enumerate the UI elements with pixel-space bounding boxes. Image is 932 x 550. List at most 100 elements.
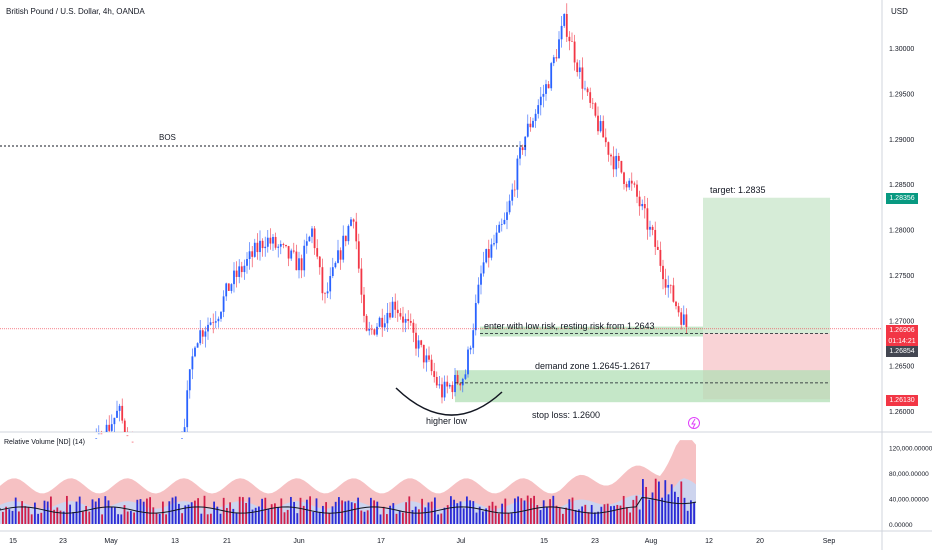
candle-body — [344, 235, 347, 242]
volume-bar — [165, 514, 167, 524]
candle-body — [370, 328, 373, 330]
volume-bar — [466, 496, 468, 524]
volume-bar — [200, 513, 203, 524]
volume-bar — [536, 505, 539, 524]
volume-bar — [485, 508, 487, 524]
candle-body — [222, 296, 225, 312]
candle-body — [363, 294, 365, 316]
candle-body — [675, 301, 677, 307]
candle-body — [659, 249, 662, 266]
volume-bar — [402, 512, 404, 524]
candle-body — [233, 270, 235, 285]
candle-body — [604, 137, 607, 143]
volume-bar — [510, 513, 513, 524]
candle-body — [586, 88, 589, 93]
volume-bar — [152, 507, 155, 524]
candle-body — [394, 301, 397, 310]
volume-bar — [533, 495, 535, 524]
x-tick-label: Sep — [823, 538, 836, 545]
candle-body — [568, 36, 571, 42]
candle-body — [472, 330, 475, 348]
volume-bar — [280, 498, 283, 524]
candle-body — [381, 317, 384, 328]
candle-body — [669, 284, 672, 286]
candle-body — [610, 154, 612, 157]
volume-bar — [578, 509, 580, 524]
candle-body — [209, 322, 212, 325]
candle-body — [511, 189, 514, 201]
candle-body — [485, 249, 488, 263]
candle-body — [368, 328, 371, 331]
candle-body — [305, 241, 308, 246]
candle-body — [638, 196, 641, 207]
volume-bar — [254, 507, 257, 524]
volume-bar — [642, 478, 644, 524]
candle-body — [482, 262, 485, 274]
candle-body — [225, 283, 228, 297]
volume-bar — [514, 498, 516, 524]
volume-bar — [238, 496, 241, 524]
candle-body — [378, 317, 381, 327]
volume-bar — [645, 486, 647, 524]
candle-body — [201, 330, 204, 337]
volume-bar — [424, 507, 427, 524]
y-tick-label: 1.26500 — [889, 364, 914, 371]
volume-bar — [373, 500, 375, 524]
volume-bar — [366, 510, 369, 524]
volume-bar — [229, 502, 231, 524]
volume-bar — [440, 513, 443, 524]
candle-body — [212, 322, 215, 323]
demand-label: demand zone 1.2645-1.2617 — [535, 361, 651, 371]
volume-bar — [354, 503, 356, 524]
candle-body — [547, 84, 550, 89]
candle-body — [430, 359, 433, 372]
candle-body — [643, 204, 646, 209]
y-tick-label: 1.30000 — [889, 46, 914, 53]
candle-body — [578, 67, 581, 73]
volume-bar — [258, 506, 260, 524]
volume-bar — [501, 503, 503, 524]
volume-bar — [421, 498, 423, 524]
candle-body — [519, 147, 521, 159]
volume-bar — [299, 497, 302, 524]
candle-body — [620, 160, 623, 173]
volume-bar — [251, 509, 254, 524]
volume-bar — [606, 503, 609, 524]
stop-loss-label: stop loss: 1.2600 — [532, 410, 601, 420]
candle-body — [503, 219, 506, 225]
candle-body — [373, 329, 376, 335]
volume-bar — [414, 506, 417, 524]
candle-body — [402, 316, 404, 323]
candle-body — [526, 123, 529, 137]
volume-bar — [555, 505, 558, 524]
volume-bar — [552, 495, 555, 524]
candle-body — [272, 236, 274, 244]
candle-body — [131, 441, 134, 443]
candle-body — [664, 279, 667, 288]
volume-bar — [507, 513, 510, 524]
enter-label: enter with low risk, resting risk from 1… — [484, 321, 655, 331]
volume-bar — [232, 508, 235, 524]
volume-bar — [658, 481, 660, 524]
volume-bar — [478, 506, 481, 524]
volume-bar — [242, 497, 244, 524]
lightning-icon[interactable] — [688, 417, 700, 429]
currency-label[interactable]: USD — [891, 7, 908, 16]
candle-body — [181, 438, 183, 439]
candle-body — [97, 433, 100, 435]
volume-bar — [392, 503, 395, 524]
x-tick-label: 17 — [377, 538, 385, 545]
candle-body — [651, 226, 654, 230]
candle-body — [116, 410, 118, 418]
candle-body — [329, 276, 332, 292]
candle-body — [493, 243, 495, 245]
candle-body — [321, 267, 324, 294]
volume-bar — [110, 506, 113, 524]
volume-bar — [654, 478, 657, 524]
volume-bar — [78, 496, 81, 524]
candle-body — [287, 246, 290, 259]
volume-bar — [235, 512, 238, 524]
symbol-title: British Pound / U.S. Dollar, 4h, OANDA — [6, 7, 145, 16]
candle-body — [448, 385, 451, 387]
